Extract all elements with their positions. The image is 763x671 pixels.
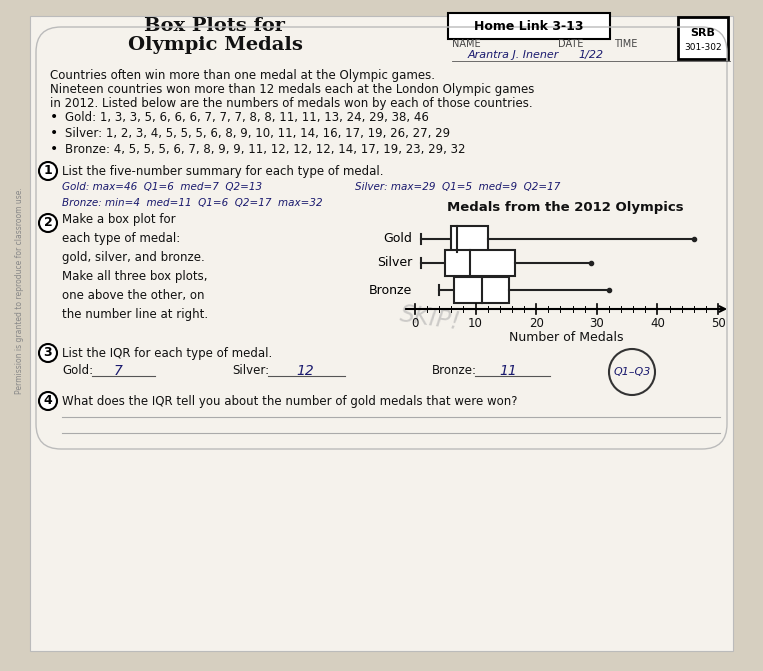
Text: 4: 4 — [43, 395, 53, 407]
Circle shape — [39, 392, 57, 410]
Text: Bronze: 4, 5, 5, 5, 6, 7, 8, 9, 9, 11, 12, 12, 12, 14, 17, 19, 23, 29, 32: Bronze: 4, 5, 5, 5, 6, 7, 8, 9, 9, 11, 1… — [65, 142, 465, 156]
Text: 1/22: 1/22 — [578, 50, 603, 60]
Text: Bronze: Bronze — [369, 284, 412, 297]
Circle shape — [39, 344, 57, 362]
Text: 50: 50 — [710, 317, 726, 330]
Text: Nineteen countries won more than 12 medals each at the London Olympic games: Nineteen countries won more than 12 meda… — [50, 83, 534, 95]
Text: List the IQR for each type of medal.: List the IQR for each type of medal. — [62, 346, 272, 360]
Text: 7: 7 — [114, 364, 122, 378]
Text: Number of Medals: Number of Medals — [509, 331, 623, 344]
Bar — [452, 226, 488, 252]
Text: Silver: 1, 2, 3, 4, 5, 5, 5, 6, 8, 9, 10, 11, 14, 16, 17, 19, 26, 27, 29: Silver: 1, 2, 3, 4, 5, 5, 5, 6, 8, 9, 10… — [65, 127, 450, 140]
Text: Bronze: min=4  med=11  Q1=6  Q2=17  max=32: Bronze: min=4 med=11 Q1=6 Q2=17 max=32 — [62, 198, 323, 208]
Text: What does the IQR tell you about the number of gold medals that were won?: What does the IQR tell you about the num… — [62, 395, 517, 407]
Text: TIME: TIME — [614, 39, 637, 49]
Text: Silver:: Silver: — [232, 364, 269, 378]
Bar — [446, 250, 515, 276]
Text: 2: 2 — [43, 217, 53, 229]
Text: 30: 30 — [590, 317, 604, 330]
Text: Silver: Silver — [377, 256, 412, 270]
Text: Make a box plot for
each type of medal:
gold, silver, and bronze.
Make all three: Make a box plot for each type of medal: … — [62, 213, 208, 321]
Text: Box Plots for: Box Plots for — [144, 17, 285, 35]
Text: Countries often win more than one medal at the Olympic games.: Countries often win more than one medal … — [50, 68, 435, 81]
Text: Q1–Q3: Q1–Q3 — [613, 367, 651, 377]
Circle shape — [39, 162, 57, 180]
Text: 301-302: 301-302 — [684, 44, 722, 52]
Text: Gold:: Gold: — [62, 364, 93, 378]
Text: Olympic Medals: Olympic Medals — [127, 36, 302, 54]
Text: Gold: Gold — [383, 232, 412, 246]
Text: Gold: 1, 3, 3, 5, 6, 6, 6, 7, 7, 7, 8, 8, 11, 11, 13, 24, 29, 38, 46: Gold: 1, 3, 3, 5, 6, 6, 6, 7, 7, 7, 8, 8… — [65, 111, 429, 123]
Bar — [448, 13, 610, 39]
Text: 0: 0 — [411, 317, 419, 330]
Text: Home Link 3-13: Home Link 3-13 — [475, 19, 584, 32]
Text: 40: 40 — [650, 317, 665, 330]
Text: 1: 1 — [43, 164, 53, 178]
Text: •: • — [50, 142, 58, 156]
Text: in 2012. Listed below are the numbers of medals won by each of those countries.: in 2012. Listed below are the numbers of… — [50, 97, 533, 109]
Text: 3: 3 — [43, 346, 53, 360]
Text: SKIP!: SKIP! — [398, 302, 462, 334]
Text: Permission is granted to reproduce for classroom use.: Permission is granted to reproduce for c… — [15, 188, 24, 395]
Text: SRB: SRB — [691, 28, 716, 38]
Text: 10: 10 — [468, 317, 483, 330]
Text: Silver: max=29  Q1=5  med=9  Q2=17: Silver: max=29 Q1=5 med=9 Q2=17 — [355, 182, 560, 192]
Bar — [455, 277, 509, 303]
Text: NAME: NAME — [452, 39, 481, 49]
Text: Arantra J. Inener: Arantra J. Inener — [468, 50, 559, 60]
Bar — [678, 17, 728, 59]
Text: •: • — [50, 126, 58, 140]
Text: •: • — [50, 110, 58, 124]
Text: Bronze:: Bronze: — [432, 364, 477, 378]
Text: DATE: DATE — [558, 39, 584, 49]
Text: Gold: max=46  Q1=6  med=7  Q2=13: Gold: max=46 Q1=6 med=7 Q2=13 — [62, 182, 262, 192]
Text: 11: 11 — [499, 364, 517, 378]
Text: List the five-number summary for each type of medal.: List the five-number summary for each ty… — [62, 164, 384, 178]
Text: Medals from the 2012 Olympics: Medals from the 2012 Olympics — [446, 201, 684, 215]
Circle shape — [39, 214, 57, 232]
Text: 20: 20 — [529, 317, 543, 330]
Text: 12: 12 — [296, 364, 314, 378]
